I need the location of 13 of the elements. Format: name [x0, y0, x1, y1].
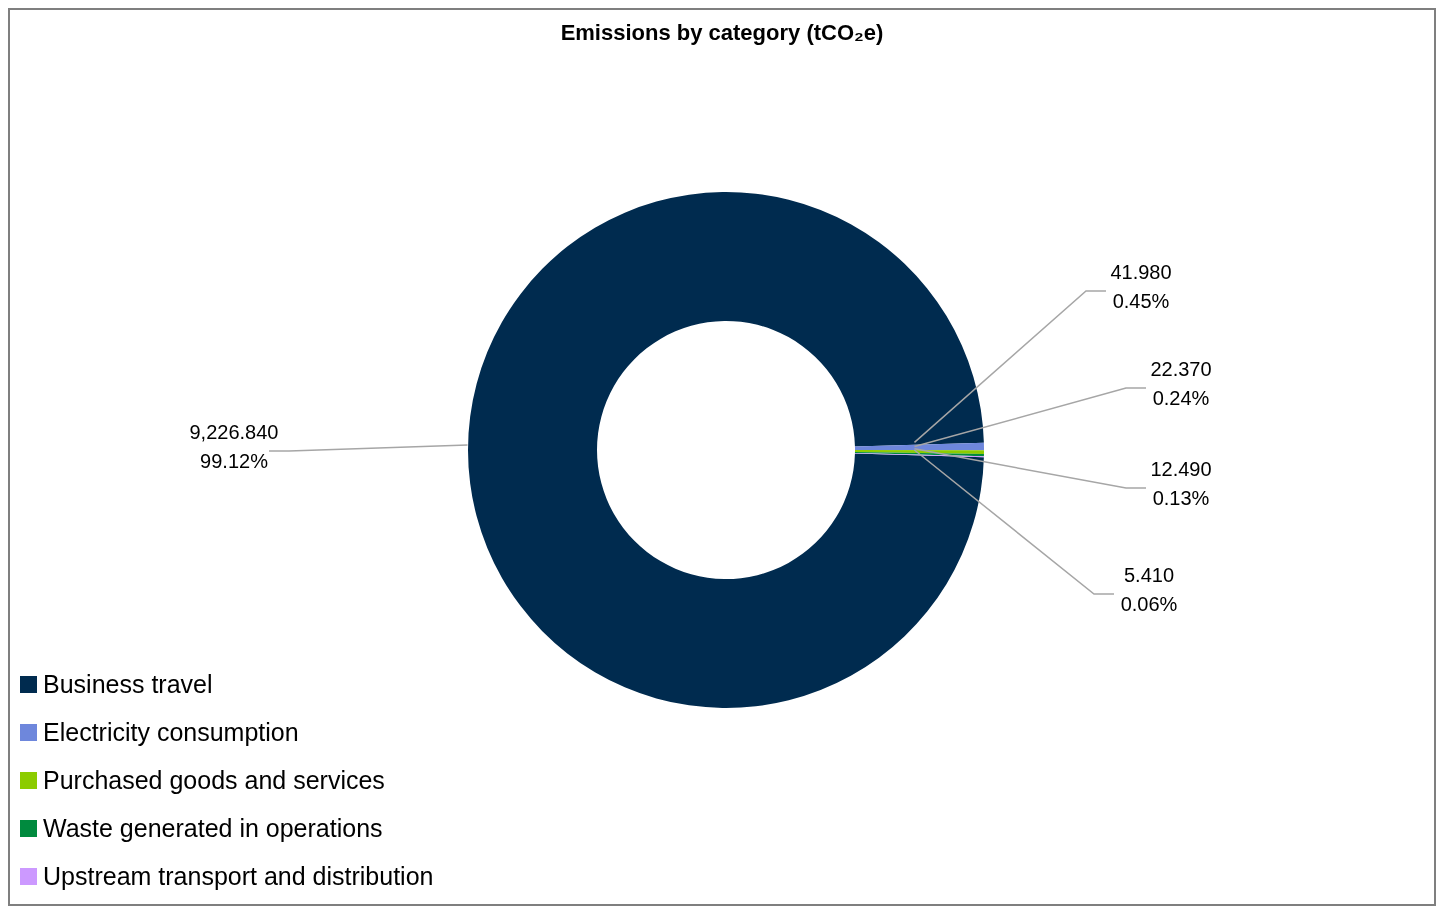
- data-label: 9,226.840 99.12%: [189, 421, 279, 472]
- legend-label: Purchased goods and services: [43, 765, 385, 795]
- legend-label: Business travel: [43, 669, 213, 699]
- chart-title: Emissions by category (tCO₂e): [559, 20, 885, 46]
- data-label: 22.370 0.24%: [1150, 358, 1212, 409]
- legend-label: Electricity consumption: [43, 717, 299, 747]
- data-label: 5.410 0.06%: [1120, 564, 1178, 615]
- data-label: 41.980 0.45%: [1110, 261, 1172, 312]
- data-label: 12.490 0.13%: [1150, 458, 1212, 509]
- legend-label: Upstream transport and distribution: [43, 861, 434, 891]
- legend-label: Waste generated in operations: [43, 813, 383, 843]
- donut-slice: [854, 442, 984, 451]
- donut-slice: [468, 192, 984, 708]
